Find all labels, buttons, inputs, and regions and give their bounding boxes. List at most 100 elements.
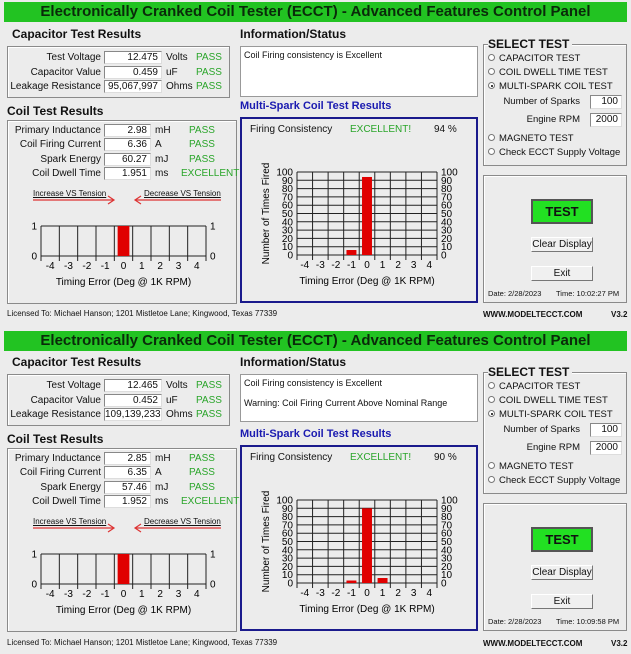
exit-button[interactable]: Exit: [531, 594, 593, 609]
x-axis-label: Timing Error (Deg @ 1K RPM): [299, 276, 434, 287]
x-tick-label: -2: [331, 588, 340, 599]
x-tick-label: 4: [194, 589, 200, 600]
y-tick-left: 1: [31, 222, 37, 233]
y-tick-left: 90: [282, 176, 294, 187]
bar: [362, 508, 372, 583]
capacitor-section-title: Capacitor Test Results: [12, 27, 142, 41]
field-value: 12.475: [104, 51, 162, 64]
y-tick-left: 0: [287, 579, 293, 590]
y-tick-right: 80: [441, 512, 453, 523]
radio-option[interactable]: COIL DWELL TIME TEST: [488, 395, 608, 406]
field-value: 6.35: [104, 466, 151, 480]
radio-button[interactable]: [488, 410, 495, 417]
radio-button[interactable]: [488, 396, 495, 403]
radio-button[interactable]: [488, 382, 495, 389]
sparks-input[interactable]: 100: [590, 423, 622, 437]
radio-option[interactable]: Check ECCT Supply Voltage: [488, 147, 620, 158]
y-tick-left: 20: [282, 562, 294, 573]
status-badge: EXCELLENT: [181, 495, 240, 507]
field-value: 2.85: [104, 452, 151, 465]
bar: [377, 578, 388, 583]
x-tick-label: -1: [347, 588, 356, 599]
firing-consistency-label: Firing Consistency: [250, 452, 333, 463]
radio-option[interactable]: CAPACITOR TEST: [488, 53, 580, 64]
radio-option[interactable]: COIL DWELL TIME TEST: [488, 67, 608, 78]
field-value: 12.465: [104, 379, 162, 392]
radio-button[interactable]: [488, 148, 495, 155]
x-tick-label: -1: [101, 261, 110, 272]
x-axis-label: Timing Error (Deg @ 1K RPM): [56, 277, 191, 288]
website-text: WWW.MODELTECCT.COM: [483, 310, 583, 319]
y-tick-left: 30: [282, 226, 294, 237]
coil-row: Primary Inductance 2.85 mH PASS: [8, 452, 236, 466]
radio-button[interactable]: [488, 68, 495, 75]
arrow-right-icon: [33, 523, 116, 533]
field-value: 95,067,997: [104, 80, 162, 93]
y-tick-right: 30: [441, 226, 453, 237]
radio-option[interactable]: MAGNETO TEST: [488, 461, 574, 472]
date-readout: Date: 2/28/2023: [488, 289, 542, 298]
sparks-input[interactable]: 100: [590, 95, 622, 109]
field-label: Test Voltage: [46, 380, 101, 391]
radio-option[interactable]: MULTI-SPARK COIL TEST: [488, 409, 613, 420]
status-badge: PASS: [196, 52, 222, 63]
status-badge: PASS: [189, 467, 215, 479]
x-tick-label: 3: [176, 261, 182, 272]
increase-tension-label: Increase VS Tension: [33, 189, 107, 198]
radio-button[interactable]: [488, 476, 495, 483]
x-tick-label: -3: [64, 261, 73, 272]
y-tick-left: 40: [282, 217, 294, 228]
y-tick-right: 10: [441, 242, 453, 253]
time-readout: Time: 10:02:27 PM: [556, 289, 620, 298]
field-unit: Ohms: [166, 81, 193, 92]
clear-display-button[interactable]: Clear Display: [531, 565, 593, 580]
field-value: 60.27: [104, 152, 151, 166]
radio-option[interactable]: MAGNETO TEST: [488, 133, 574, 144]
radio-button[interactable]: [488, 462, 495, 469]
field-value: 2.98: [104, 124, 151, 137]
clear-display-button[interactable]: Clear Display: [531, 237, 593, 252]
firing-consistency-label: Firing Consistency: [250, 124, 333, 135]
y-tick-left: 10: [282, 242, 294, 253]
radio-button[interactable]: [488, 134, 495, 141]
test-button[interactable]: TEST: [531, 527, 593, 552]
website-text: WWW.MODELTECCT.COM: [483, 639, 583, 648]
y-tick-right: 40: [441, 545, 453, 556]
rpm-input[interactable]: 2000: [590, 441, 622, 455]
test-button[interactable]: TEST: [531, 199, 593, 224]
multispark-section-title: Multi-Spark Coil Test Results: [240, 428, 392, 440]
y-tick-right: 50: [441, 537, 453, 548]
y-tick-right: 1: [210, 222, 216, 233]
radio-button[interactable]: [488, 54, 495, 61]
radio-button[interactable]: [488, 82, 495, 89]
version-text: V3.2: [611, 639, 628, 648]
y-tick-left: 80: [282, 184, 294, 195]
rpm-input[interactable]: 2000: [590, 113, 622, 127]
x-tick-label: 2: [157, 261, 163, 272]
version-text: V3.2: [611, 310, 628, 319]
field-label: Coil Firing Current: [19, 139, 101, 151]
capacitor-row: Capacitor Value 0.459 uF PASS: [8, 65, 229, 80]
y-tick-left: 50: [282, 209, 294, 220]
radio-option[interactable]: CAPACITOR TEST: [488, 381, 580, 392]
x-tick-label: -2: [82, 261, 91, 272]
sparks-label: Number of Sparks: [503, 424, 580, 435]
field-label: Spark Energy: [40, 153, 101, 165]
firing-consistency-rating: EXCELLENT!: [350, 452, 412, 463]
exit-button[interactable]: Exit: [531, 266, 593, 281]
field-label: Leakage Resistance: [10, 409, 101, 420]
capacitor-row: Leakage Resistance 95,067,997 Ohms PASS: [8, 80, 229, 94]
x-tick-label: -3: [316, 260, 325, 271]
status-badge: PASS: [189, 139, 215, 151]
capacitor-row: Leakage Resistance 109,139,233 Ohms PASS: [8, 408, 229, 422]
field-label: Capacitor Value: [30, 394, 101, 406]
control-panel: Electronically Cranked Coil Tester (ECCT…: [0, 0, 631, 326]
field-unit: mJ: [155, 481, 169, 493]
x-tick-label: -1: [347, 260, 356, 271]
field-label: Spark Energy: [40, 481, 101, 493]
radio-option[interactable]: MULTI-SPARK COIL TEST: [488, 81, 613, 92]
radio-option[interactable]: Check ECCT Supply Voltage: [488, 475, 620, 486]
y-tick-right: 80: [441, 184, 453, 195]
field-label: Coil Dwell Time: [32, 495, 101, 507]
